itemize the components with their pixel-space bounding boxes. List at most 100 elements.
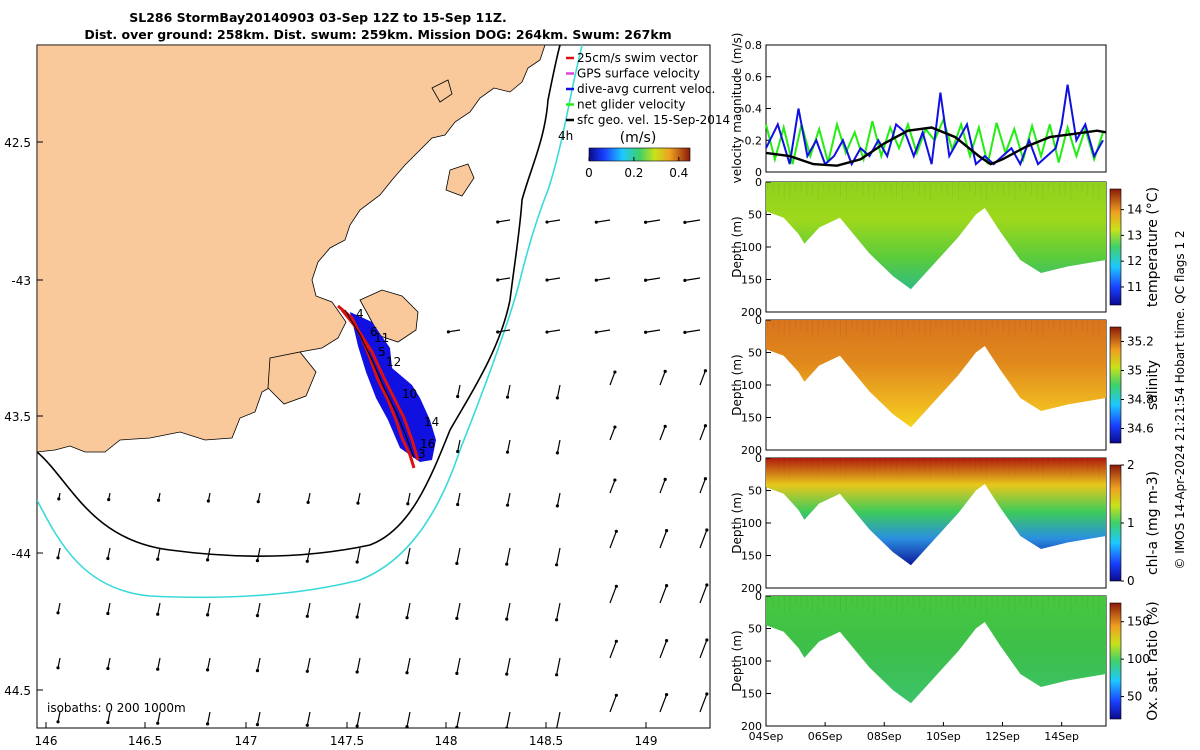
velocity-arrow-head [555,504,559,508]
velocity-arrow-head [405,616,409,620]
velocity-arrow [645,277,661,281]
velocity-arrow-head [555,727,558,728]
velocity-arrow [256,602,261,616]
day-label: 4 [356,307,364,321]
velocity-arrow [456,547,461,564]
velocity-arrow [206,602,211,616]
legend-label: net glider velocity [577,98,685,112]
lat-tick-label: -43 [11,274,31,288]
depth-y-tick-label: 0 [755,314,762,327]
velocity-arrow [556,384,561,399]
velocity-arrow-head [56,720,60,724]
velocity-arrow-head [156,498,161,502]
glider-track [337,304,436,469]
velocity-arrow-head [703,477,708,481]
velocity-arrow [157,657,161,670]
velocity-arrow-head [554,673,559,677]
velocity-arrow [556,547,561,565]
depth-colorbar-tick-label: 150 [1127,615,1150,629]
velocity-arrow [206,547,211,561]
day-label: 3 [418,447,426,461]
velocity-y-tick-label: 0.2 [745,134,763,147]
velocity-arrow [506,492,511,506]
velocity-arrow [256,657,261,671]
section-fill [766,320,1106,428]
velocity-arrow-head [505,450,510,454]
time-x-tick-label: 04Sep [749,730,784,743]
depth-y-tick-label: 50 [748,485,762,498]
velocity-arrow [457,492,461,505]
velocity-arrow-head [56,611,60,615]
depth-y-tick-label: 0 [755,176,762,189]
depth-y-tick-label: 150 [741,688,762,701]
velocity-arrow-head [406,502,410,506]
time-x-tick-label: 08Sep [867,730,902,743]
velocity-arrow [206,711,211,725]
velocity-arrow [506,711,511,728]
velocity-arrow-head [554,618,559,622]
depth-y-tick-label: 100 [741,241,762,254]
velocity-arrow-head [644,220,648,224]
depth-colorbar [1109,464,1122,582]
velocity-arrow-head [613,425,617,429]
velocity-arrow-head [644,330,648,334]
velocity-arrow-head [456,394,460,399]
velocity-arrow-head [663,477,667,481]
lon-tick-label: 148.5 [529,734,563,748]
velocity-arrow [157,602,161,615]
velocity-arrow [609,695,617,713]
velocity-arrow [699,693,708,713]
velocity-arrow-head [496,330,500,334]
velocity-arrow-head [705,528,709,532]
velocity-arrow [546,329,561,333]
depth-colorbar-tick-label: 35 [1127,364,1142,378]
velocity-arrow [107,711,111,723]
velocity-arrow-head [355,724,359,728]
velocity-arrow-head [613,370,617,374]
velocity-arrow [107,657,111,669]
velocity-arrow [497,219,511,223]
depth-y-tick-label: 0 [755,452,762,465]
velocity-arrow-head [664,639,669,643]
depth-colorbar-tick-label: 100 [1127,652,1150,666]
depth-colorbar-tick-label: 2 [1127,458,1135,472]
depth-y-tick-label: 50 [748,209,762,222]
velocity-arrow-head [305,723,309,727]
velocity-arrow-head [256,500,260,504]
velocity-arrow-head [705,583,709,587]
velocity-arrow-head [255,669,260,673]
velocity-arrow-head [455,561,459,566]
velocity-arrow [609,641,617,659]
legend-label: 25cm/s swim vector [577,51,698,65]
velocity-arrow-head [205,722,210,726]
velocity-arrow [456,602,461,619]
section-fill [766,596,1106,704]
velocity-arrow [659,694,668,713]
velocity-arrow [645,219,661,223]
velocity-arrow [256,711,261,725]
velocity-arrow [406,602,411,618]
depth-y-tick-label: 150 [741,274,762,287]
depth-colorbar [1109,188,1122,306]
day-label: 14 [424,415,439,429]
velocity-arrow [596,219,611,223]
velocity-arrow [357,492,361,504]
velocity-arrow [609,586,617,604]
depth-y-tick-label: 50 [748,347,762,360]
velocity-arrow [157,711,161,724]
velocity-arrow [556,602,561,620]
lon-tick-label: 146.5 [128,734,162,748]
velocity-arrow [57,657,61,668]
speed-colorbar-unit: (m/s) [620,130,657,146]
velocity-arrow-head [206,499,210,503]
velocity-arrow [609,371,616,386]
velocity-arrow [456,711,461,728]
velocity-arrow-head [405,671,409,675]
velocity-arrow-head [356,501,360,505]
land-island-north [445,163,475,197]
velocity-arrow [157,547,161,560]
speed-colorbar-tick-label: 0.4 [669,166,688,180]
velocity-arrow [497,329,511,333]
velocity-arrow-head [456,449,460,454]
